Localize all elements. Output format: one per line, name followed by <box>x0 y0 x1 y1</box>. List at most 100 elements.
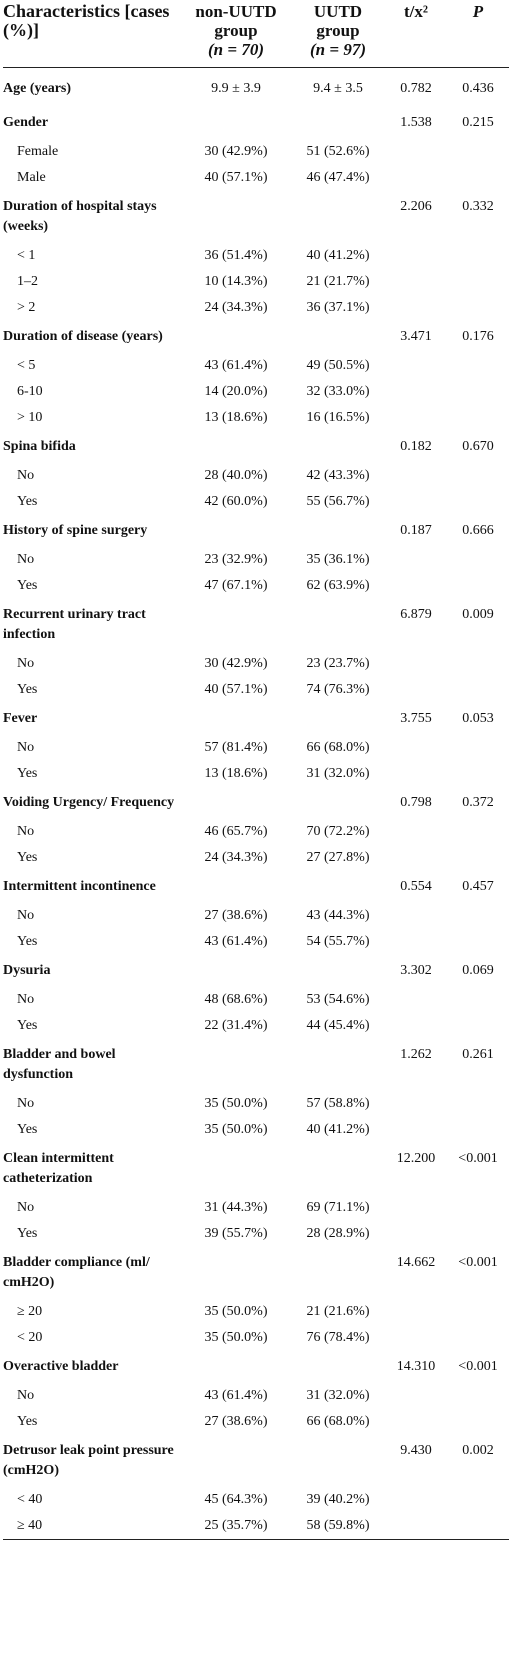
cell-stat: 14.310 <box>396 1359 436 1374</box>
cell-non-uutd: 40 (57.1%) <box>204 170 268 185</box>
table-row: < 40 45 (64.3%) 39 (40.2%) <box>3 1487 509 1513</box>
cell-p: <0.001 <box>458 1151 498 1166</box>
cell-stat <box>385 903 447 929</box>
characteristics-table: Characteristics [cases (%)] non-UUTD gro… <box>3 2 509 1540</box>
cell-non-uutd: 40 (57.1%) <box>204 682 268 697</box>
cell-uutd: 43 (44.3%) <box>306 908 370 923</box>
cell-uutd <box>291 515 385 547</box>
cell-uutd: 70 (72.2%) <box>306 824 370 839</box>
table-row: Yes 39 (55.7%) 28 (28.9%) <box>3 1221 509 1247</box>
cell-p <box>447 819 509 845</box>
cell-characteristic: < 40 <box>17 1492 43 1507</box>
table-row: Voiding Urgency/ Frequency 0.798 0.372 <box>3 787 509 819</box>
cell-stat <box>385 165 447 191</box>
cell-p <box>447 1013 509 1039</box>
cell-characteristic: Yes <box>17 578 38 593</box>
cell-uutd: 31 (32.0%) <box>306 1388 370 1403</box>
cell-non-uutd: 24 (34.3%) <box>204 850 268 865</box>
table-row: Overactive bladder 14.310 <0.001 <box>3 1351 509 1383</box>
cell-uutd <box>291 871 385 903</box>
cell-p <box>447 929 509 955</box>
cell-non-uutd <box>181 1143 291 1195</box>
cell-characteristic: < 1 <box>17 248 36 263</box>
cell-uutd: 23 (23.7%) <box>306 656 370 671</box>
table-row: Gender 1.538 0.215 <box>3 107 509 139</box>
cell-stat: 14.662 <box>396 1255 436 1270</box>
cell-uutd <box>291 1247 385 1299</box>
table-row: Male 40 (57.1%) 46 (47.4%) <box>3 165 509 191</box>
cell-non-uutd <box>181 703 291 735</box>
cell-p <box>447 489 509 515</box>
cell-characteristic: Fever <box>3 711 38 726</box>
cell-characteristic: Yes <box>17 1226 38 1241</box>
table-row: No 31 (44.3%) 69 (71.1%) <box>3 1195 509 1221</box>
cell-stat: 12.200 <box>396 1151 436 1166</box>
table-row: Recurrent urinary tract infection 6.879 0.… <box>3 599 509 651</box>
table-row: Yes 43 (61.4%) 54 (55.7%) <box>3 929 509 955</box>
cell-characteristic: Yes <box>17 1414 38 1429</box>
cell-stat: 0.554 <box>400 879 432 894</box>
cell-stat <box>385 1091 447 1117</box>
cell-stat <box>385 139 447 165</box>
header-uutd-label: UUTD group <box>313 2 363 40</box>
cell-uutd <box>291 703 385 735</box>
table-row: Yes 24 (34.3%) 27 (27.8%) <box>3 845 509 871</box>
cell-p <box>447 1513 509 1540</box>
cell-characteristic: ≥ 40 <box>3 1513 181 1540</box>
cell-p: 0.215 <box>462 115 494 130</box>
cell-stat: 0.182 <box>400 439 432 454</box>
cell-stat <box>385 819 447 845</box>
cell-non-uutd: 43 (61.4%) <box>204 358 268 373</box>
cell-characteristic: 6-10 <box>17 384 43 399</box>
cell-characteristic: Yes <box>17 850 38 865</box>
cell-non-uutd <box>181 107 291 139</box>
table-row: < 5 43 (61.4%) 49 (50.5%) <box>3 353 509 379</box>
cell-non-uutd: 13 (18.6%) <box>204 766 268 781</box>
cell-uutd: 21 (21.7%) <box>306 274 370 289</box>
cell-non-uutd: 36 (51.4%) <box>204 248 268 263</box>
cell-stat <box>385 677 447 703</box>
table-row: < 1 36 (51.4%) 40 (41.2%) <box>3 243 509 269</box>
cell-non-uutd <box>181 321 291 353</box>
cell-stat: 9.430 <box>400 1443 432 1458</box>
cell-characteristic: < 5 <box>17 358 36 373</box>
cell-stat <box>385 929 447 955</box>
table-row: No 48 (68.6%) 53 (54.6%) <box>3 987 509 1013</box>
cell-non-uutd <box>181 431 291 463</box>
table-row: 1–2 10 (14.3%) 21 (21.7%) <box>3 269 509 295</box>
cell-stat <box>385 547 447 573</box>
table-body: Age (years) 9.9 ± 3.9 9.4 ± 3.5 0.782 0.436 G… <box>3 68 509 1540</box>
table-row: > 10 13 (18.6%) 16 (16.5%) <box>3 405 509 431</box>
cell-stat <box>385 1195 447 1221</box>
cell-uutd <box>291 321 385 353</box>
table-row: No 35 (50.0%) 57 (58.8%) <box>3 1091 509 1117</box>
table-row: Spina bifida 0.182 0.670 <box>3 431 509 463</box>
cell-non-uutd <box>181 515 291 547</box>
cell-uutd: 21 (21.6%) <box>306 1304 370 1319</box>
cell-stat <box>385 353 447 379</box>
cell-characteristic: Dysuria <box>3 963 51 978</box>
cell-non-uutd: 46 (65.7%) <box>204 824 268 839</box>
cell-stat: 0.782 <box>400 81 432 96</box>
table-row: Yes 22 (31.4%) 44 (45.4%) <box>3 1013 509 1039</box>
cell-stat: 3.471 <box>400 329 432 344</box>
cell-characteristic: Detrusor leak point pressure (cmH2O) <box>3 1443 174 1478</box>
cell-characteristic: Yes <box>17 1122 38 1137</box>
cell-non-uutd <box>181 599 291 651</box>
cell-uutd: 57 (58.8%) <box>306 1096 370 1111</box>
header-non-uutd-n: (n = 70) <box>208 40 264 59</box>
cell-p <box>447 761 509 787</box>
cell-characteristic: No <box>17 468 35 483</box>
cell-p: 0.666 <box>462 523 494 538</box>
cell-p: 0.261 <box>462 1047 494 1062</box>
cell-stat: 2.206 <box>400 199 432 214</box>
cell-characteristic: Female <box>17 144 59 159</box>
cell-non-uutd <box>181 1039 291 1091</box>
cell-stat <box>385 987 447 1013</box>
cell-stat <box>385 1325 447 1351</box>
cell-p <box>447 1383 509 1409</box>
cell-uutd <box>291 431 385 463</box>
cell-characteristic: No <box>17 656 35 671</box>
cell-stat <box>385 295 447 321</box>
table-row: Yes 47 (67.1%) 62 (63.9%) <box>3 573 509 599</box>
